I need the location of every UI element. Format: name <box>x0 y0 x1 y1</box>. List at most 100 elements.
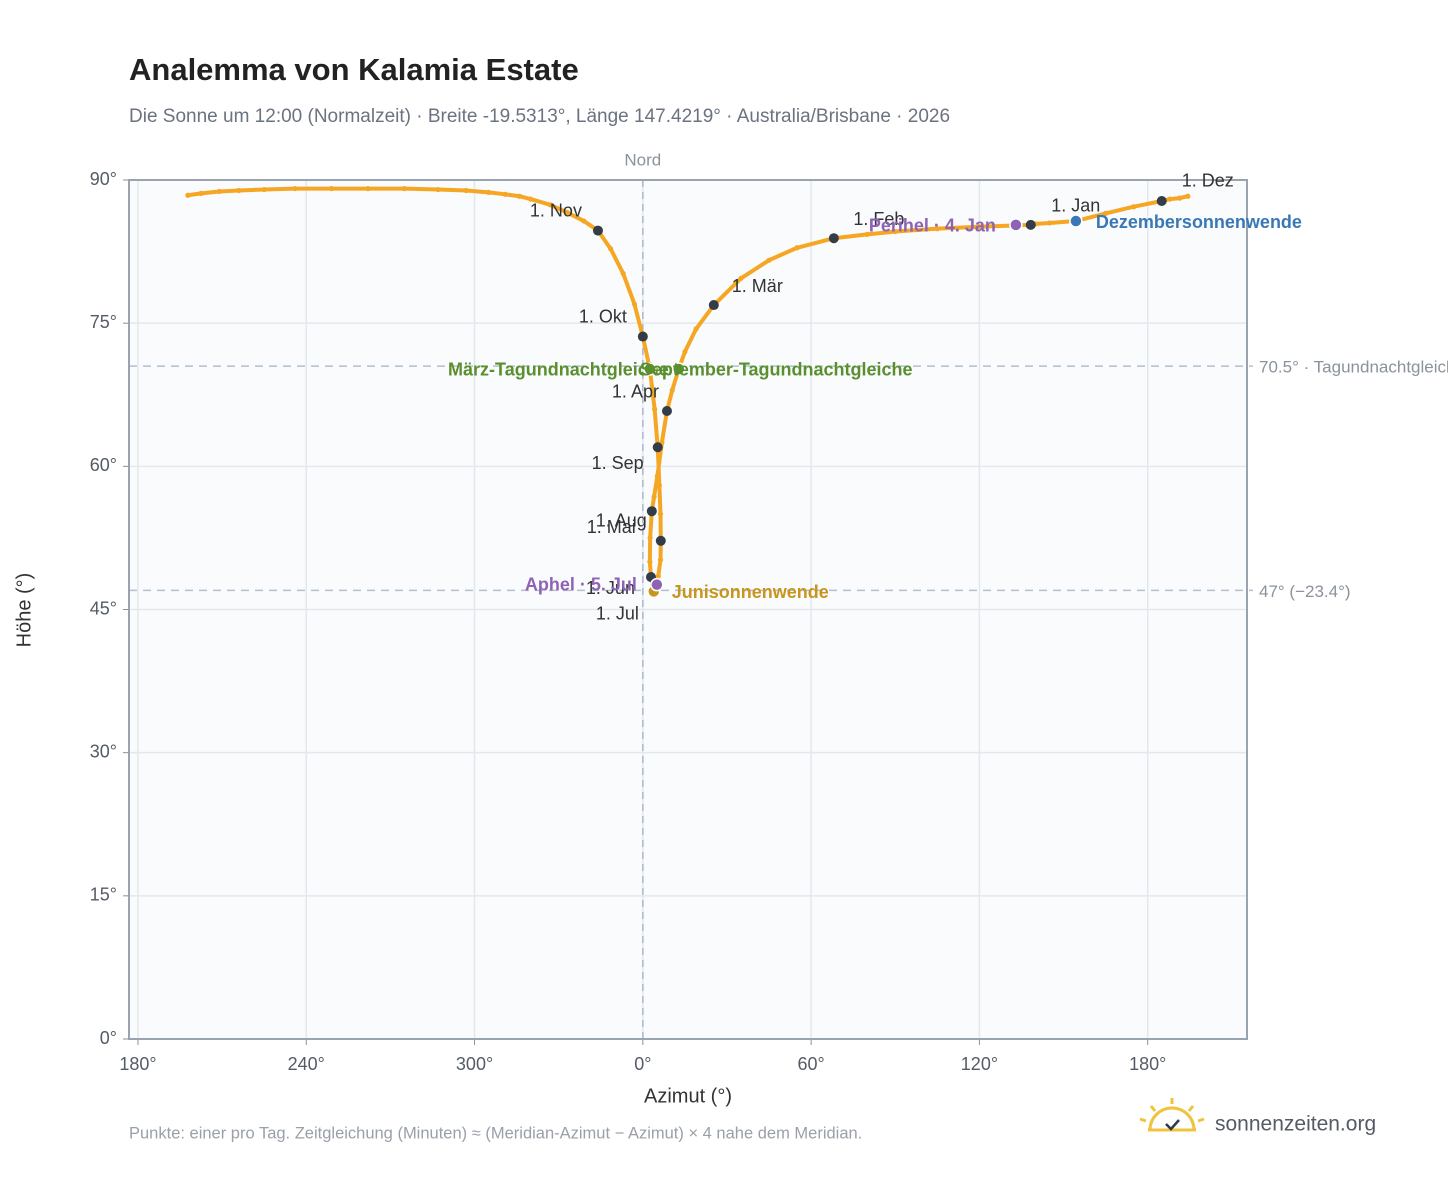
day-point <box>564 209 570 216</box>
day-point <box>657 557 664 563</box>
day-point <box>607 246 614 252</box>
meridian-label: Nord <box>624 150 661 169</box>
x-tick-label: 180° <box>119 1054 156 1074</box>
day-point <box>528 196 534 202</box>
chart-subtitle: Die Sonne um 12:00 (Normalzeit) · Breite… <box>129 106 950 127</box>
day-point <box>647 559 653 565</box>
day-point <box>485 189 492 196</box>
x-tick-label: 300° <box>456 1054 493 1074</box>
month-marker <box>1025 219 1036 230</box>
y-tick-label: 90° <box>90 169 117 189</box>
day-point <box>547 202 553 208</box>
day-point <box>892 228 898 235</box>
month-marker <box>646 506 657 517</box>
day-point <box>682 349 688 355</box>
y-tick-label: 30° <box>90 741 117 761</box>
event-marker <box>650 577 664 592</box>
day-point <box>934 226 940 232</box>
day-point <box>1177 195 1183 201</box>
event-label: Dezembersonnenwende <box>1096 212 1302 232</box>
x-tick-label: 240° <box>288 1054 325 1074</box>
day-point <box>1103 210 1109 217</box>
event-label: Perihel · 4. Jan <box>869 216 996 236</box>
day-point <box>502 191 509 197</box>
day-point <box>647 535 653 541</box>
month-marker <box>655 535 666 546</box>
y-tick-label: 45° <box>90 598 117 618</box>
month-label: 1. Okt <box>579 306 627 326</box>
event-label: Aphel · 5. Jul <box>525 574 637 594</box>
x-tick-label: 180° <box>1129 1054 1166 1074</box>
day-point <box>1167 196 1173 202</box>
event-marker <box>1009 218 1023 232</box>
day-point <box>198 190 204 196</box>
month-label: 1. Nov <box>530 200 582 220</box>
day-point <box>656 482 662 489</box>
month-label: 1. Feb <box>853 209 904 229</box>
reference-label: 47° (−23.4°) <box>1259 582 1351 601</box>
month-marker <box>661 405 672 416</box>
footnote: Punkte: einer pro Tag. Zeitgleichung (Mi… <box>129 1124 862 1142</box>
plot-frame <box>128 179 1248 1040</box>
day-point <box>328 185 335 192</box>
month-label: 1. Jan <box>1051 196 1100 216</box>
day-point <box>652 406 658 412</box>
day-point <box>738 275 744 281</box>
month-marker <box>1156 195 1167 206</box>
day-point <box>401 185 408 192</box>
event-marker <box>671 362 686 376</box>
day-point <box>651 494 657 500</box>
x-axis-label: Azimut (°) <box>644 1085 732 1107</box>
day-point <box>365 185 371 192</box>
day-point <box>1185 193 1191 199</box>
day-point <box>693 326 699 332</box>
day-point <box>581 218 587 224</box>
month-marker <box>708 300 719 311</box>
y-tick-label: 15° <box>90 885 117 905</box>
x-tick-label: 60° <box>798 1054 825 1074</box>
day-point <box>435 186 441 193</box>
month-label: 1. Sep <box>592 453 644 473</box>
month-label: 1. Apr <box>612 382 659 402</box>
brand: sonnenzeiten.org <box>1215 1113 1376 1136</box>
month-label: 1. Dez <box>1182 171 1234 191</box>
month-marker <box>592 225 603 236</box>
month-label: 1. Mai <box>587 517 636 537</box>
x-tick-label: 120° <box>961 1054 998 1074</box>
event-marker <box>1069 214 1083 228</box>
day-point <box>261 186 267 193</box>
day-point <box>1046 220 1053 226</box>
day-point <box>669 387 675 393</box>
event-label: September-Tagundnachtgleiche <box>640 360 913 380</box>
day-point <box>976 224 983 230</box>
month-marker <box>652 442 663 453</box>
reference-label: 70.5° · Tagundnachtgleiche <box>1259 358 1448 377</box>
event-marker <box>643 362 657 376</box>
x-tick-label: 0° <box>634 1054 651 1074</box>
brand-logo <box>1139 1098 1205 1132</box>
day-point <box>516 193 523 199</box>
day-point <box>864 231 870 238</box>
day-point <box>657 511 664 517</box>
day-point <box>1131 204 1137 210</box>
y-tick-label: 0° <box>100 1028 117 1048</box>
day-point <box>216 188 222 195</box>
day-point <box>620 270 626 277</box>
day-point <box>292 185 298 192</box>
day-point <box>794 245 800 251</box>
event-label: März-Tagundnachtgleiche <box>448 360 669 380</box>
day-point <box>463 187 469 194</box>
day-point <box>631 301 638 307</box>
day-point <box>654 473 661 479</box>
event-label: Junisonnenwende <box>672 582 829 602</box>
month-label: 1. Aug <box>596 511 647 531</box>
y-tick-label: 60° <box>90 455 117 475</box>
y-tick-label: 75° <box>90 312 117 332</box>
month-label: 1. Mär <box>732 276 783 296</box>
day-point <box>185 192 191 198</box>
month-marker <box>828 233 839 244</box>
month-label: 1. Jun <box>586 578 635 598</box>
day-point <box>766 257 772 263</box>
